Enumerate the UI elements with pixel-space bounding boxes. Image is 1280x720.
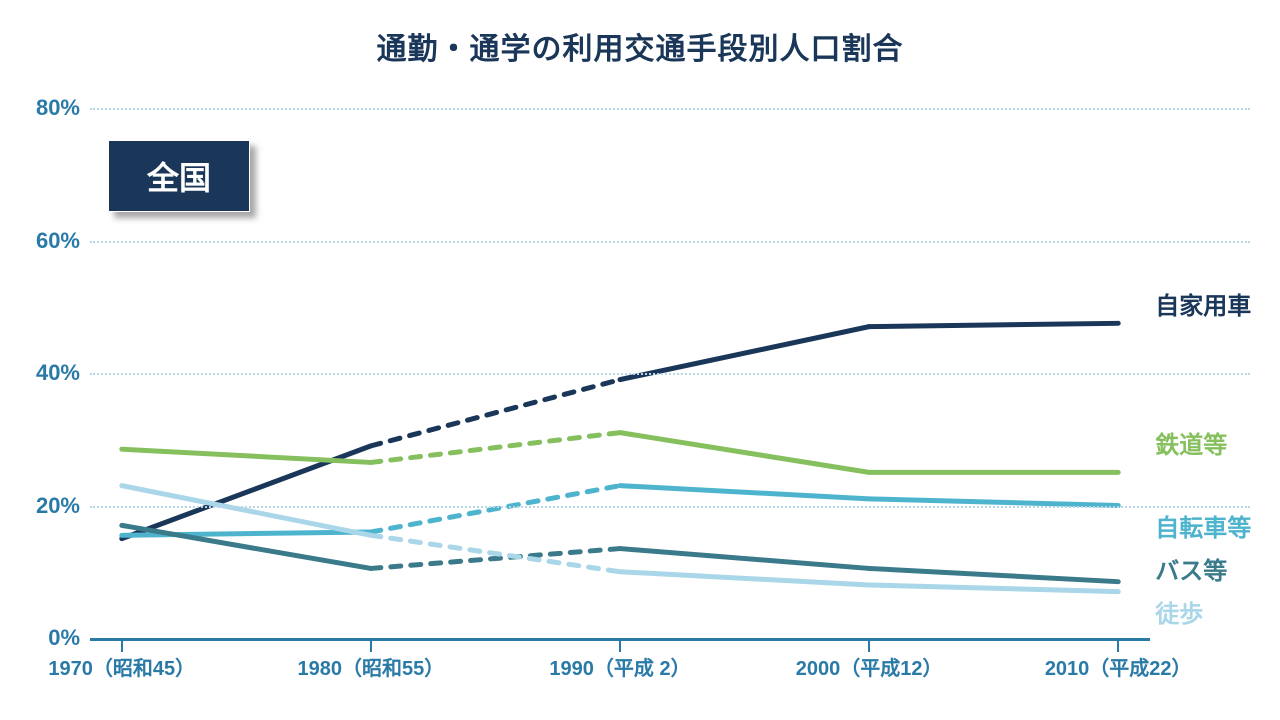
series-label-walk: 徒歩: [1155, 594, 1203, 629]
series-rail-segment: [620, 433, 869, 473]
chart-title: 通勤・通学の利用交通手段別人口割合: [0, 24, 1280, 68]
x-tick-label: 1970（昭和45）: [48, 652, 195, 681]
plot-area: 0%20%40%60%80%1970（昭和45）1980（昭和55）1990（平…: [90, 108, 1150, 656]
gridline: [90, 241, 1250, 243]
chart-container: 通勤・通学の利用交通手段別人口割合 全国 0%20%40%60%80%1970（…: [0, 0, 1280, 720]
series-label-bicycle: 自転車等: [1155, 508, 1251, 543]
x-tick: [1117, 638, 1119, 652]
gridline: [90, 108, 1250, 110]
series-bicycle-segment: [620, 486, 869, 499]
series-walk-segment: [371, 535, 620, 571]
series-bus-segment: [620, 549, 869, 569]
x-tick-label: 2010（平成22）: [1045, 652, 1192, 681]
gridline: [90, 373, 1250, 375]
y-tick-label: 80%: [36, 95, 80, 121]
x-tick: [868, 638, 870, 652]
x-tick-label: 1980（昭和55）: [298, 652, 445, 681]
x-tick-label: 1990（平成 2）: [549, 652, 690, 681]
y-tick-label: 0%: [48, 625, 80, 651]
series-label-bus: バス等: [1155, 551, 1227, 586]
x-tick: [121, 638, 123, 652]
x-tick: [619, 638, 621, 652]
gridline: [90, 506, 1250, 508]
series-car-segment: [869, 323, 1118, 326]
line-layer: [90, 108, 1150, 656]
y-tick-label: 40%: [36, 360, 80, 386]
series-car-segment: [620, 327, 869, 380]
x-tick-label: 2000（平成12）: [796, 652, 943, 681]
series-bicycle-segment: [371, 486, 620, 532]
series-car-segment: [371, 380, 620, 446]
y-tick-label: 60%: [36, 228, 80, 254]
series-bicycle-segment: [869, 499, 1118, 506]
series-label-rail: 鉄道等: [1155, 425, 1227, 460]
series-rail-segment: [122, 449, 371, 462]
y-tick-label: 20%: [36, 493, 80, 519]
series-bus-segment: [869, 568, 1118, 581]
series-walk-segment: [620, 572, 869, 585]
series-label-car: 自家用車: [1155, 286, 1251, 321]
series-walk-segment: [869, 585, 1118, 592]
x-tick: [370, 638, 372, 652]
